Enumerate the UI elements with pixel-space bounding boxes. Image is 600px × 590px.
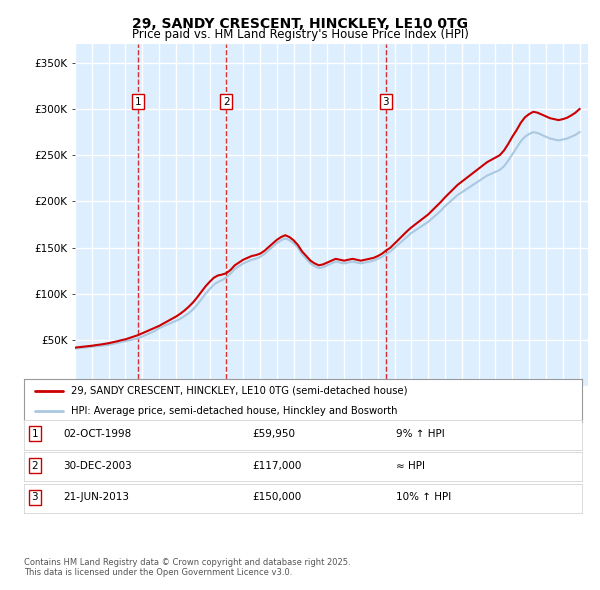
- Text: 3: 3: [382, 97, 389, 107]
- Text: 2: 2: [31, 461, 38, 470]
- Text: £117,000: £117,000: [252, 461, 301, 470]
- Text: 21-JUN-2013: 21-JUN-2013: [63, 493, 129, 502]
- Text: 30-DEC-2003: 30-DEC-2003: [63, 461, 132, 470]
- Text: £59,950: £59,950: [252, 429, 295, 438]
- Text: 1: 1: [31, 429, 38, 438]
- Text: 3: 3: [31, 493, 38, 502]
- Text: £150,000: £150,000: [252, 493, 301, 502]
- Text: 9% ↑ HPI: 9% ↑ HPI: [396, 429, 445, 438]
- Text: 29, SANDY CRESCENT, HINCKLEY, LE10 0TG: 29, SANDY CRESCENT, HINCKLEY, LE10 0TG: [132, 17, 468, 31]
- Text: 29, SANDY CRESCENT, HINCKLEY, LE10 0TG (semi-detached house): 29, SANDY CRESCENT, HINCKLEY, LE10 0TG (…: [71, 386, 408, 396]
- Text: Contains HM Land Registry data © Crown copyright and database right 2025.
This d: Contains HM Land Registry data © Crown c…: [24, 558, 350, 577]
- Text: 1: 1: [135, 97, 142, 107]
- Text: 02-OCT-1998: 02-OCT-1998: [63, 429, 131, 438]
- Text: HPI: Average price, semi-detached house, Hinckley and Bosworth: HPI: Average price, semi-detached house,…: [71, 407, 398, 416]
- Text: 2: 2: [223, 97, 230, 107]
- Text: Price paid vs. HM Land Registry's House Price Index (HPI): Price paid vs. HM Land Registry's House …: [131, 28, 469, 41]
- Text: ≈ HPI: ≈ HPI: [396, 461, 425, 470]
- Text: 10% ↑ HPI: 10% ↑ HPI: [396, 493, 451, 502]
